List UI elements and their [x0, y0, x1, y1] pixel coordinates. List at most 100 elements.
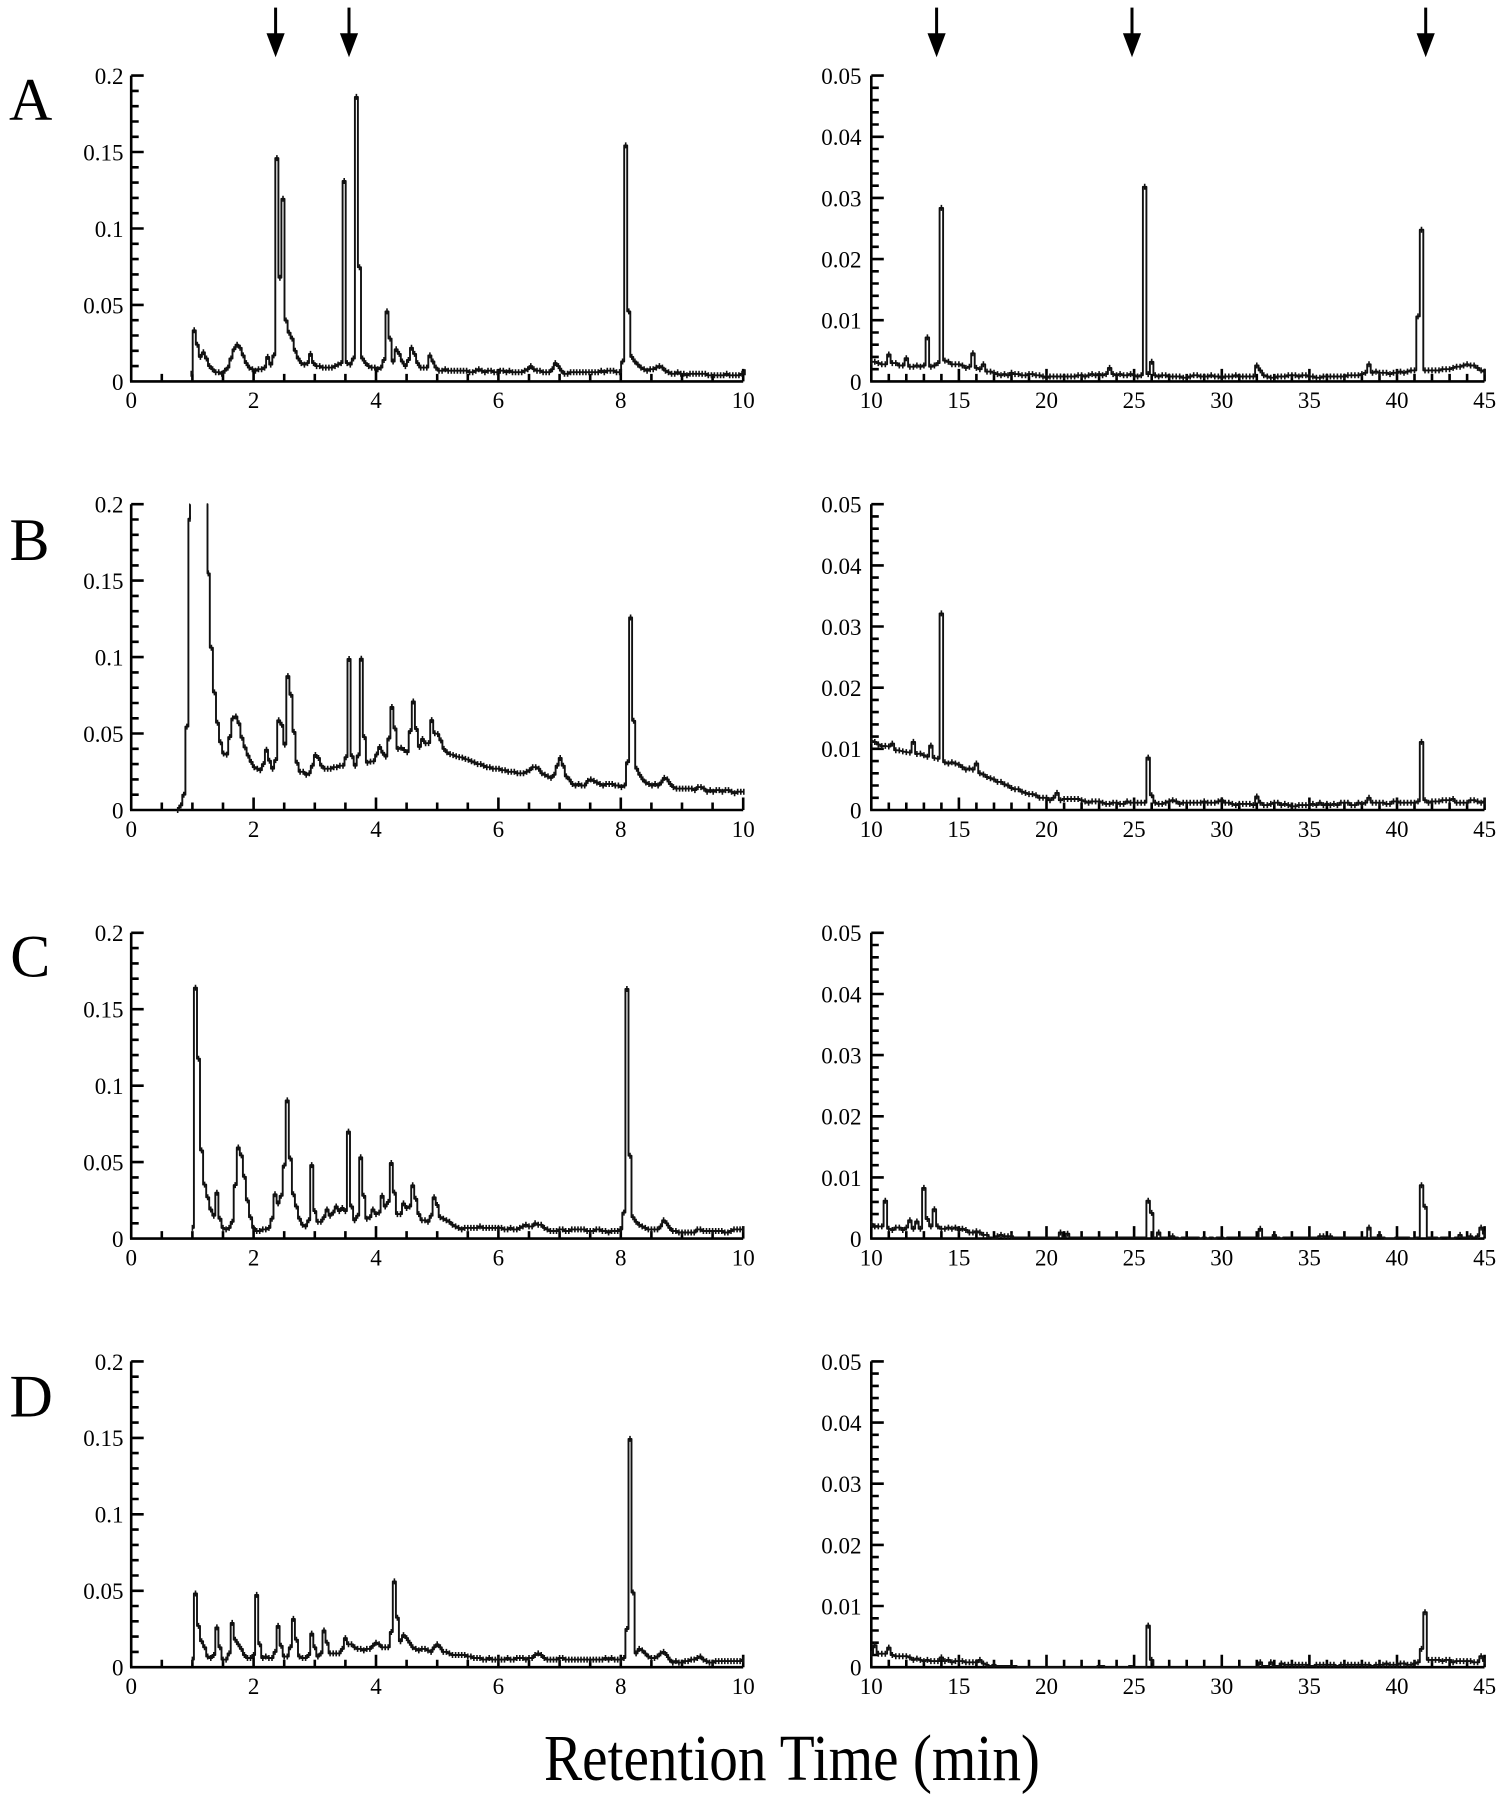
svg-text:0: 0 — [112, 798, 124, 823]
svg-text:10: 10 — [860, 388, 883, 413]
svg-text:8: 8 — [615, 388, 627, 413]
svg-text:45: 45 — [1473, 1674, 1496, 1699]
svg-text:0.15: 0.15 — [83, 1426, 123, 1451]
svg-text:0: 0 — [850, 798, 862, 823]
svg-text:0: 0 — [850, 370, 862, 395]
svg-text:25: 25 — [1123, 1674, 1146, 1699]
svg-text:8: 8 — [615, 817, 627, 842]
svg-text:30: 30 — [1210, 817, 1233, 842]
svg-text:0.02: 0.02 — [821, 676, 861, 701]
svg-text:20: 20 — [1035, 817, 1058, 842]
svg-text:0.2: 0.2 — [95, 493, 124, 518]
svg-text:15: 15 — [947, 817, 970, 842]
svg-text:40: 40 — [1386, 1245, 1409, 1270]
svg-text:0.15: 0.15 — [83, 140, 123, 165]
svg-text:6: 6 — [493, 817, 505, 842]
svg-text:0.01: 0.01 — [821, 737, 861, 762]
svg-text:4: 4 — [370, 817, 382, 842]
svg-text:15: 15 — [947, 1245, 970, 1270]
svg-text:0.04: 0.04 — [821, 982, 862, 1007]
svg-text:4: 4 — [370, 1674, 382, 1699]
svg-text:0.05: 0.05 — [83, 1151, 123, 1176]
svg-text:0: 0 — [125, 388, 137, 413]
svg-text:0.05: 0.05 — [83, 722, 123, 747]
svg-text:10: 10 — [860, 1674, 883, 1699]
svg-text:4: 4 — [370, 388, 382, 413]
svg-text:0.03: 0.03 — [821, 615, 861, 640]
svg-text:25: 25 — [1123, 388, 1146, 413]
svg-text:0.05: 0.05 — [821, 64, 861, 89]
svg-text:0.1: 0.1 — [95, 646, 124, 671]
svg-text:0: 0 — [112, 1656, 124, 1681]
svg-text:25: 25 — [1123, 817, 1146, 842]
svg-text:0.04: 0.04 — [821, 554, 862, 579]
svg-text:20: 20 — [1035, 1245, 1058, 1270]
svg-text:10: 10 — [732, 817, 755, 842]
svg-text:30: 30 — [1210, 1674, 1233, 1699]
svg-text:0.02: 0.02 — [821, 1533, 861, 1558]
svg-text:10: 10 — [860, 1245, 883, 1270]
svg-text:A: A — [9, 67, 52, 133]
svg-text:0.02: 0.02 — [821, 248, 861, 273]
svg-text:0.03: 0.03 — [821, 1472, 861, 1497]
svg-text:0.1: 0.1 — [95, 1503, 124, 1528]
svg-text:0: 0 — [850, 1227, 862, 1252]
svg-text:0.05: 0.05 — [83, 1579, 123, 1604]
svg-text:4: 4 — [370, 1245, 382, 1270]
svg-text:0.01: 0.01 — [821, 1166, 861, 1191]
svg-text:8: 8 — [615, 1245, 627, 1270]
svg-text:0.02: 0.02 — [821, 1105, 861, 1130]
svg-text:35: 35 — [1298, 388, 1321, 413]
svg-text:6: 6 — [493, 1245, 505, 1270]
svg-text:6: 6 — [493, 388, 505, 413]
svg-text:10: 10 — [732, 388, 755, 413]
svg-text:0.05: 0.05 — [83, 293, 123, 318]
svg-text:40: 40 — [1386, 817, 1409, 842]
svg-text:6: 6 — [493, 1674, 505, 1699]
svg-text:0.05: 0.05 — [821, 1350, 861, 1375]
svg-text:0.1: 0.1 — [95, 217, 124, 242]
svg-text:0.2: 0.2 — [95, 1350, 124, 1375]
svg-text:40: 40 — [1386, 1674, 1409, 1699]
svg-text:45: 45 — [1473, 388, 1496, 413]
svg-text:0.2: 0.2 — [95, 921, 124, 946]
svg-text:0.15: 0.15 — [83, 569, 123, 594]
svg-text:2: 2 — [248, 388, 260, 413]
svg-text:20: 20 — [1035, 1674, 1058, 1699]
svg-text:0: 0 — [125, 1674, 137, 1699]
svg-text:0.15: 0.15 — [83, 998, 123, 1023]
svg-text:0.04: 0.04 — [821, 125, 862, 150]
svg-text:0.1: 0.1 — [95, 1074, 124, 1099]
svg-text:20: 20 — [1035, 388, 1058, 413]
svg-text:0.01: 0.01 — [821, 1594, 861, 1619]
svg-text:2: 2 — [248, 1674, 260, 1699]
svg-text:15: 15 — [947, 388, 970, 413]
svg-text:0: 0 — [112, 1227, 124, 1252]
svg-text:2: 2 — [248, 817, 260, 842]
svg-text:10: 10 — [732, 1245, 755, 1270]
svg-text:8: 8 — [615, 1674, 627, 1699]
svg-text:Retention Time (min): Retention Time (min) — [544, 1722, 1040, 1795]
svg-text:0: 0 — [850, 1656, 862, 1681]
svg-text:45: 45 — [1473, 817, 1496, 842]
svg-text:35: 35 — [1298, 1674, 1321, 1699]
svg-text:30: 30 — [1210, 1245, 1233, 1270]
svg-text:0: 0 — [112, 370, 124, 395]
svg-text:10: 10 — [732, 1674, 755, 1699]
svg-text:0.03: 0.03 — [821, 186, 861, 211]
svg-text:15: 15 — [947, 1674, 970, 1699]
svg-text:25: 25 — [1123, 1245, 1146, 1270]
svg-text:45: 45 — [1473, 1245, 1496, 1270]
svg-text:2: 2 — [248, 1245, 260, 1270]
svg-text:0.05: 0.05 — [821, 493, 861, 518]
svg-text:0.05: 0.05 — [821, 921, 861, 946]
svg-text:0.2: 0.2 — [95, 64, 124, 89]
svg-text:35: 35 — [1298, 1245, 1321, 1270]
svg-text:0.04: 0.04 — [821, 1411, 862, 1436]
svg-text:0.03: 0.03 — [821, 1044, 861, 1069]
svg-text:B: B — [10, 507, 50, 573]
svg-text:0: 0 — [125, 817, 137, 842]
svg-text:40: 40 — [1386, 388, 1409, 413]
svg-text:10: 10 — [860, 817, 883, 842]
svg-text:0.01: 0.01 — [821, 309, 861, 334]
